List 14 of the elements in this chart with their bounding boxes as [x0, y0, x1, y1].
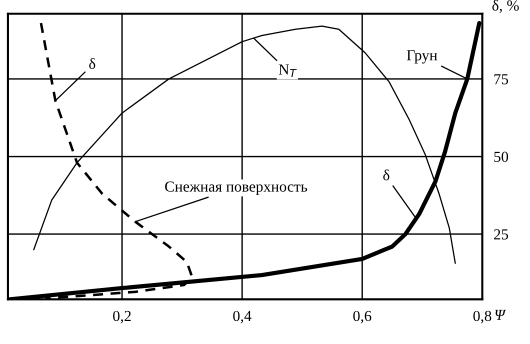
annotation: δ [383, 170, 390, 180]
annotation: Снежная поверхность [165, 181, 308, 195]
annotation: δ [89, 58, 96, 69]
annotation: N$_{T}$ [278, 64, 297, 77]
y-axis-title: δ, % [492, 0, 519, 13]
y-tick-label: 75 [494, 74, 508, 84]
x-tick-label: 0,2 [113, 310, 131, 324]
x-tick-label: 0,8 [473, 310, 492, 324]
annotation: Грун [406, 50, 438, 64]
x-tick-label: 0,4 [233, 310, 252, 324]
y-tick-label: 50 [494, 152, 508, 162]
y-tick-label: 25 [494, 229, 508, 240]
x-tick-label: 0,6 [353, 310, 372, 324]
x-axis-title: Ψ [495, 310, 506, 320]
